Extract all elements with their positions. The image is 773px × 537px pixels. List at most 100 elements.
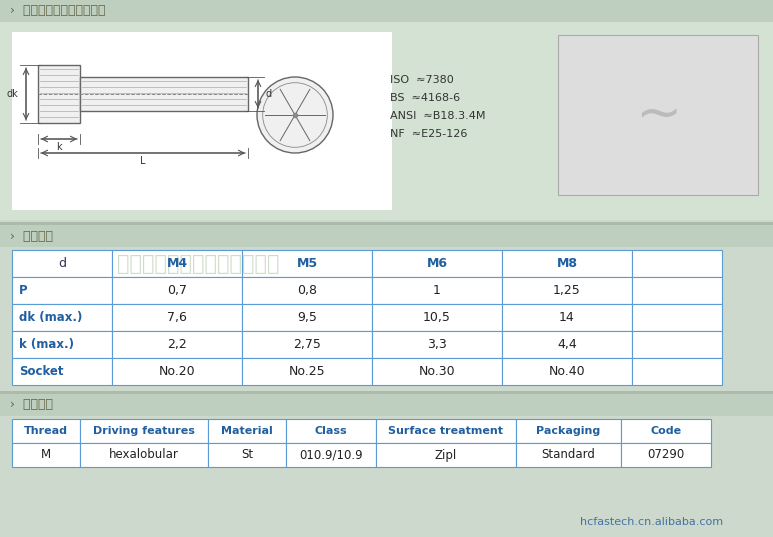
Text: 14: 14 <box>559 311 575 324</box>
Text: 9,5: 9,5 <box>297 311 317 324</box>
Text: 0,7: 0,7 <box>167 284 187 297</box>
Bar <box>372 331 502 358</box>
Bar <box>12 304 112 331</box>
Text: No.25: No.25 <box>288 365 325 378</box>
Bar <box>0 0 773 22</box>
Text: Class: Class <box>315 426 347 436</box>
Text: ›  公制内梅花槽半圆头螺钉: › 公制内梅花槽半圆头螺钉 <box>10 4 105 18</box>
Bar <box>80 419 208 443</box>
Bar <box>621 419 711 443</box>
Text: hexalobular: hexalobular <box>109 448 179 461</box>
Text: Standard: Standard <box>542 448 595 461</box>
Circle shape <box>257 77 333 153</box>
Bar <box>286 419 376 443</box>
Text: BS  ≈4168-6: BS ≈4168-6 <box>390 93 460 103</box>
Text: L: L <box>140 156 146 166</box>
Bar <box>80 77 248 111</box>
Bar <box>372 304 502 331</box>
Text: No.40: No.40 <box>549 365 585 378</box>
Text: 2,2: 2,2 <box>167 338 187 351</box>
Bar <box>632 304 722 331</box>
Text: Zipl: Zipl <box>435 448 457 461</box>
Bar <box>12 277 112 304</box>
Text: 010.9/10.9: 010.9/10.9 <box>299 448 363 461</box>
Bar <box>372 358 502 385</box>
Text: Code: Code <box>650 426 682 436</box>
Text: ~: ~ <box>635 88 681 142</box>
Bar <box>632 277 722 304</box>
Bar <box>112 358 242 385</box>
Text: M5: M5 <box>296 257 318 270</box>
Bar <box>80 443 208 467</box>
Bar <box>376 443 516 467</box>
Bar <box>502 331 632 358</box>
Bar <box>372 250 502 277</box>
Text: No.30: No.30 <box>419 365 455 378</box>
Bar <box>12 331 112 358</box>
Text: dk (max.): dk (max.) <box>19 311 83 324</box>
Bar <box>112 277 242 304</box>
Bar <box>502 277 632 304</box>
Text: 1,25: 1,25 <box>553 284 581 297</box>
Bar <box>242 304 372 331</box>
Text: k: k <box>56 142 62 152</box>
Text: NF  ≈E25-126: NF ≈E25-126 <box>390 129 468 139</box>
Bar <box>632 358 722 385</box>
Bar <box>516 443 621 467</box>
Bar <box>632 250 722 277</box>
Text: M6: M6 <box>427 257 448 270</box>
Bar <box>502 250 632 277</box>
Text: 07290: 07290 <box>647 448 685 461</box>
Bar <box>12 443 80 467</box>
Text: hcfastech.cn.alibaba.com: hcfastech.cn.alibaba.com <box>580 517 723 527</box>
Bar <box>12 419 80 443</box>
Text: St: St <box>241 448 253 461</box>
Text: Driving features: Driving features <box>93 426 195 436</box>
Bar <box>242 331 372 358</box>
Text: 10,5: 10,5 <box>423 311 451 324</box>
Text: M8: M8 <box>557 257 577 270</box>
Bar <box>376 419 516 443</box>
Bar <box>208 419 286 443</box>
Text: Surface treatment: Surface treatment <box>389 426 503 436</box>
Bar <box>12 358 112 385</box>
Bar <box>632 331 722 358</box>
Text: 7,6: 7,6 <box>167 311 187 324</box>
Text: M: M <box>41 448 51 461</box>
Bar <box>286 443 376 467</box>
Bar <box>0 394 773 416</box>
Text: No.20: No.20 <box>158 365 196 378</box>
Text: 1: 1 <box>433 284 441 297</box>
Text: P: P <box>19 284 28 297</box>
Bar <box>38 65 80 123</box>
Text: Packaging: Packaging <box>536 426 601 436</box>
Bar <box>621 443 711 467</box>
Bar <box>502 358 632 385</box>
Bar <box>208 443 286 467</box>
Bar <box>0 391 773 394</box>
Bar <box>112 250 242 277</box>
Text: k (max.): k (max.) <box>19 338 74 351</box>
Text: ›  技术参数: › 技术参数 <box>10 229 53 243</box>
Text: d: d <box>266 89 272 99</box>
Text: ISO  ≈7380: ISO ≈7380 <box>390 75 454 85</box>
Text: d: d <box>58 257 66 270</box>
Bar <box>0 222 773 225</box>
Text: 4,4: 4,4 <box>557 338 577 351</box>
Text: ANSI  ≈B18.3.4M: ANSI ≈B18.3.4M <box>390 111 485 121</box>
Bar <box>0 225 773 247</box>
Text: ›  产品种类: › 产品种类 <box>10 398 53 411</box>
Bar <box>502 304 632 331</box>
Bar <box>0 22 773 220</box>
Bar <box>242 358 372 385</box>
Text: M4: M4 <box>166 257 188 270</box>
Bar <box>242 277 372 304</box>
Text: 2,75: 2,75 <box>293 338 321 351</box>
Bar <box>516 419 621 443</box>
Bar <box>242 250 372 277</box>
Text: Material: Material <box>221 426 273 436</box>
Text: Thread: Thread <box>24 426 68 436</box>
Bar <box>112 304 242 331</box>
Bar <box>372 277 502 304</box>
Bar <box>112 331 242 358</box>
